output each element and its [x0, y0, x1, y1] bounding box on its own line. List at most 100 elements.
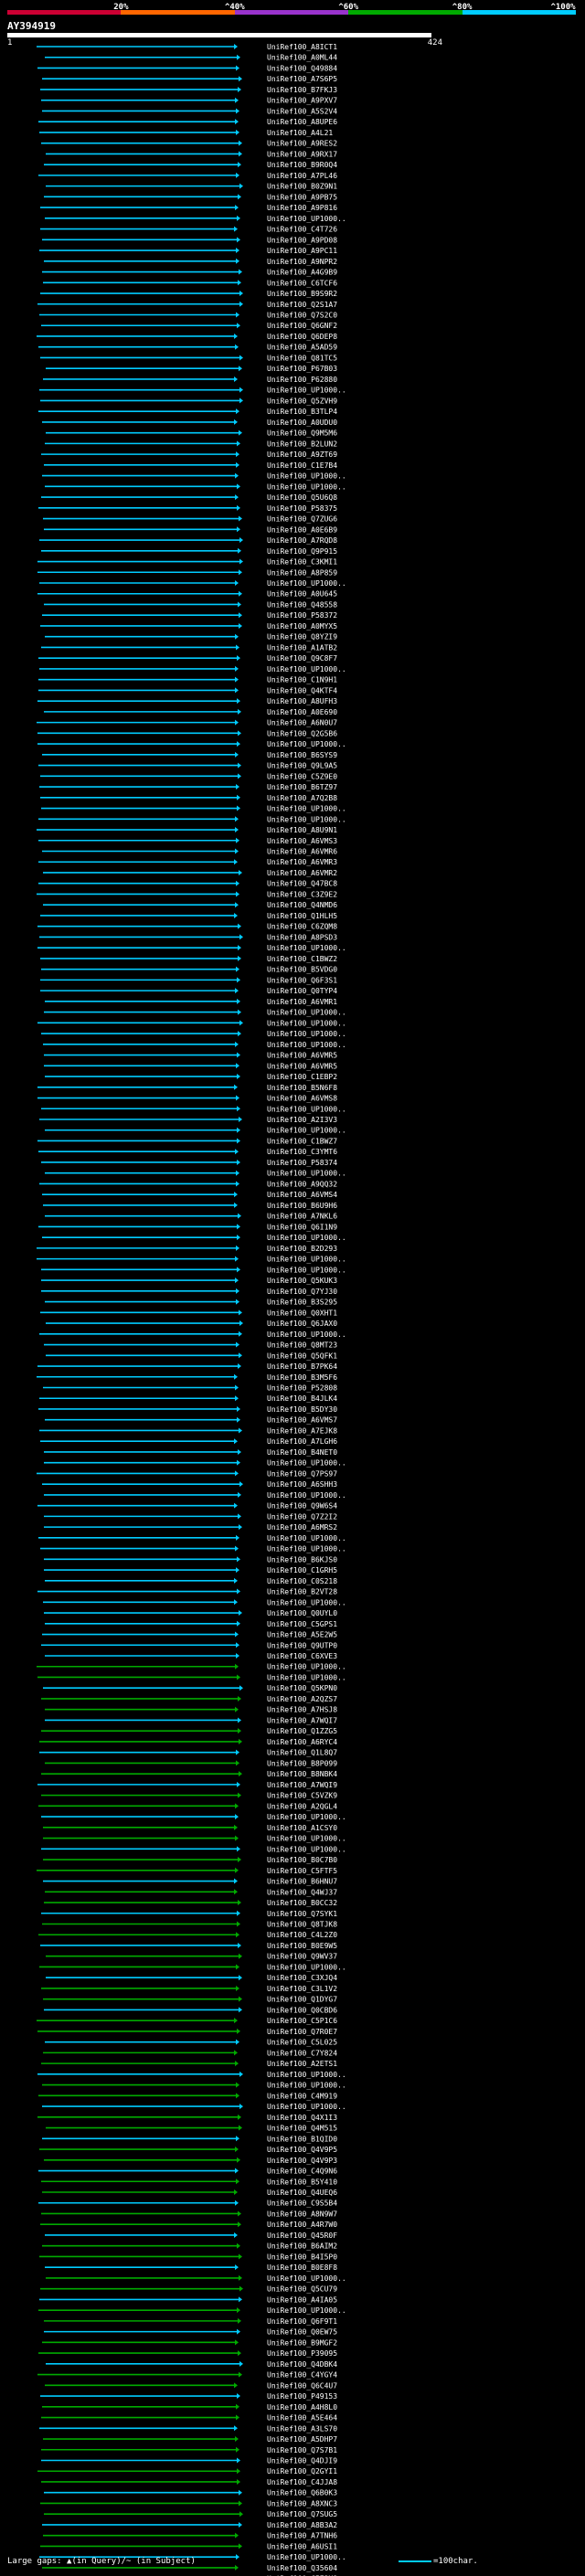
hit-label[interactable]: UniRef100_C4L2Z0 [267, 1931, 337, 1939]
hit-label[interactable]: UniRef100_UP1000.. [267, 815, 346, 823]
hit-label[interactable]: UniRef100_UP1000.. [267, 482, 346, 491]
hit-row[interactable]: UniRef100_A8ICT1 [37, 43, 337, 51]
hit-row[interactable]: UniRef100_UP1000.. [39, 387, 346, 395]
hit-label[interactable]: UniRef100_A5AD59 [267, 344, 337, 352]
hit-row[interactable]: UniRef100_A9PD08 [42, 236, 337, 244]
hit-row[interactable]: UniRef100_A7LGH6 [40, 1437, 337, 1446]
hit-label[interactable]: UniRef100_Q6C4U7 [267, 2381, 337, 2390]
hit-row[interactable]: UniRef100_Q4UEQ6 [42, 2189, 337, 2197]
hit-row[interactable]: UniRef100_UP1000.. [37, 2071, 346, 2079]
hit-row[interactable]: UniRef100_Q47BC8 [38, 880, 337, 888]
hit-label[interactable]: UniRef100_A6VMR5 [267, 1052, 337, 1060]
hit-row[interactable]: UniRef100_Q9W6S4 [37, 1502, 337, 1511]
hit-row[interactable]: UniRef100_C4Q9N6 [38, 2168, 337, 2176]
hit-row[interactable]: UniRef100_A6VMR5 [44, 1052, 337, 1060]
hit-row[interactable]: UniRef100_A2ETS1 [41, 2060, 337, 2068]
hit-row[interactable]: UniRef100_A3LS70 [39, 2424, 337, 2433]
hit-label[interactable]: UniRef100_UP1000.. [267, 2306, 346, 2315]
hit-row[interactable]: UniRef100_Q4DJI9 [41, 2457, 337, 2465]
hit-row[interactable]: UniRef100_C5VZK9 [41, 1792, 337, 1800]
hit-label[interactable]: UniRef100_C3KMI1 [267, 558, 337, 567]
hit-row[interactable]: UniRef100_UP1000.. [42, 2082, 346, 2090]
hit-label[interactable]: UniRef100_B2LUN2 [267, 440, 337, 448]
hit-row[interactable]: UniRef100_B8NBK4 [41, 1770, 337, 1778]
hit-label[interactable]: UniRef100_A6MRS2 [267, 1523, 337, 1532]
hit-label[interactable]: UniRef100_Q4KTF4 [267, 686, 337, 694]
hit-row[interactable]: UniRef100_UP1000.. [37, 944, 346, 952]
hit-row[interactable]: UniRef100_C4T726 [40, 226, 337, 234]
hit-label[interactable]: UniRef100_A9PXV7 [267, 97, 337, 105]
hit-row[interactable]: UniRef100_Q7YJ30 [41, 1288, 337, 1296]
hit-row[interactable]: UniRef100_Q81TC5 [40, 354, 337, 362]
hit-row[interactable]: UniRef100_B7PK64 [37, 1362, 337, 1371]
hit-label[interactable]: UniRef100_Q48558 [267, 600, 337, 609]
hit-label[interactable]: UniRef100_B0E8F8 [267, 2263, 337, 2272]
hit-label[interactable]: UniRef100_P52808 [267, 1384, 337, 1393]
hit-label[interactable]: UniRef100_A6VMS4 [267, 1191, 337, 1199]
hit-row[interactable]: UniRef100_Q4V9P3 [44, 2157, 337, 2165]
hit-label[interactable]: UniRef100_A6VMS7 [267, 1416, 337, 1425]
hit-label[interactable]: UniRef100_P62880 [267, 376, 337, 384]
hit-row[interactable]: UniRef100_UP1000.. [41, 1105, 346, 1113]
hit-label[interactable]: UniRef100_A8P859 [267, 568, 337, 577]
hit-row[interactable]: UniRef100_A6VMR6 [42, 848, 337, 856]
hit-row[interactable]: UniRef100_UP1000.. [41, 1266, 346, 1274]
hit-row[interactable]: UniRef100_UP1000.. [37, 740, 346, 748]
hit-row[interactable]: UniRef100_A6VMR3 [38, 858, 337, 866]
hit-label[interactable]: UniRef100_UP1000.. [267, 740, 346, 748]
hit-label[interactable]: UniRef100_Q0TYP4 [267, 987, 337, 995]
hit-row[interactable]: UniRef100_Q0XHT1 [40, 1309, 337, 1317]
hit-row[interactable]: UniRef100_UP1000.. [39, 2553, 346, 2561]
hit-label[interactable]: UniRef100_UP1000.. [267, 1673, 346, 1681]
hit-label[interactable]: UniRef100_Q9M5M6 [267, 429, 337, 438]
hit-label[interactable]: UniRef100_B6SYS9 [267, 751, 337, 759]
hit-label[interactable]: UniRef100_C1EBP2 [267, 1073, 337, 1081]
hit-label[interactable]: UniRef100_Q4NMD6 [267, 901, 337, 909]
hit-row[interactable]: UniRef100_A5AD59 [38, 344, 337, 352]
hit-row[interactable]: UniRef100_A2I3V3 [39, 1116, 337, 1124]
hit-row[interactable]: UniRef100_B1QID0 [42, 2135, 337, 2143]
hit-label[interactable]: UniRef100_A4R7W0 [267, 2221, 337, 2229]
hit-label[interactable]: UniRef100_UP1000.. [267, 1835, 346, 1843]
hit-row[interactable]: UniRef100_P58372 [42, 611, 337, 620]
hit-row[interactable]: UniRef100_C6TCF6 [43, 279, 337, 287]
hit-label[interactable]: UniRef100_UP1000.. [267, 2082, 346, 2090]
hit-row[interactable]: UniRef100_P62880 [43, 376, 337, 384]
hit-row[interactable]: UniRef100_P58374 [41, 1159, 337, 1167]
hit-row[interactable]: UniRef100_Q6F9T1 [44, 2317, 337, 2326]
hit-label[interactable]: UniRef100_A7NKL6 [267, 1213, 337, 1221]
hit-row[interactable]: UniRef100_UP1000.. [39, 1963, 346, 1971]
hit-label[interactable]: UniRef100_Q5U6Q8 [267, 493, 337, 502]
hit-label[interactable]: UniRef100_A9PD08 [267, 236, 337, 244]
hit-row[interactable]: UniRef100_UP1000.. [39, 579, 346, 588]
hit-row[interactable]: UniRef100_A1ATB2 [41, 643, 337, 652]
hit-label[interactable]: UniRef100_A8B3A2 [267, 2521, 337, 2529]
hit-label[interactable]: UniRef100_A4G9B9 [267, 269, 337, 277]
hit-label[interactable]: UniRef100_A6N0U7 [267, 719, 337, 727]
hit-label[interactable]: UniRef100_A0UDU0 [267, 419, 337, 427]
hit-row[interactable]: UniRef100_UP1000.. [41, 805, 346, 813]
hit-label[interactable]: UniRef100_A9NPR2 [267, 258, 337, 266]
hit-row[interactable]: UniRef100_A7NKL6 [45, 1213, 337, 1221]
hit-label[interactable]: UniRef100_Q5ZVH9 [267, 397, 337, 405]
hit-row[interactable]: UniRef100_Q7Z2I2 [44, 1512, 337, 1521]
hit-label[interactable]: UniRef100_B6KJS0 [267, 1555, 337, 1564]
hit-row[interactable]: UniRef100_Q48558 [44, 600, 337, 609]
hit-label[interactable]: UniRef100_A8ICT1 [267, 43, 337, 51]
hit-label[interactable]: UniRef100_A4H8L0 [267, 2403, 337, 2412]
hit-label[interactable]: UniRef100_B3M5F6 [267, 1373, 337, 1382]
hit-label[interactable]: UniRef100_UP1000.. [267, 1009, 346, 1017]
hit-label[interactable]: UniRef100_UP1000.. [267, 1491, 346, 1500]
hit-row[interactable]: UniRef100_A7HSJ8 [45, 1706, 337, 1714]
hit-label[interactable]: UniRef100_C6XVE3 [267, 1652, 337, 1660]
hit-label[interactable]: UniRef100_Q8TJK8 [267, 1921, 337, 1929]
hit-row[interactable]: UniRef100_A4H8L0 [42, 2403, 337, 2412]
hit-row[interactable]: UniRef100_C4YGY4 [37, 2371, 337, 2380]
hit-row[interactable]: UniRef100_C1GRH5 [44, 1566, 337, 1574]
hit-label[interactable]: UniRef100_Q9P915 [267, 547, 337, 556]
hit-label[interactable]: UniRef100_Q7ZUG6 [267, 515, 337, 524]
hit-row[interactable]: UniRef100_UP1000.. [40, 1545, 346, 1553]
hit-row[interactable]: UniRef100_Q5ZVH9 [40, 397, 337, 405]
hit-label[interactable]: UniRef100_B9R0Q4 [267, 161, 337, 169]
hit-row[interactable]: UniRef100_A5DHP7 [43, 2435, 337, 2443]
